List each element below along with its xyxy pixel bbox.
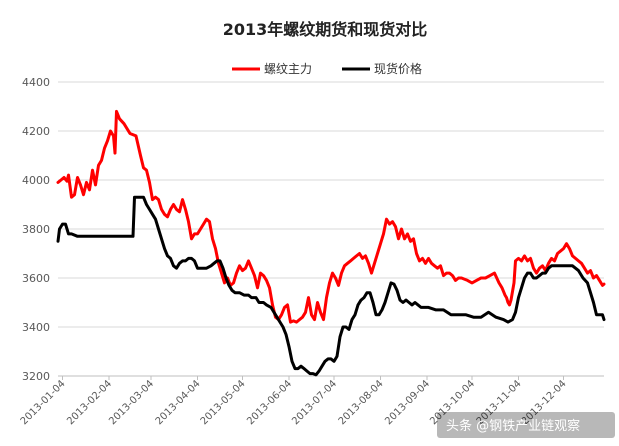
chart-title: 2013年螺纹期货和现货对比 <box>223 20 428 39</box>
y-tick-label: 4000 <box>22 174 50 187</box>
watermark-backdrop <box>437 412 615 438</box>
series-layer <box>56 109 606 377</box>
watermark: 头条 @钢铁产业链观察 <box>437 412 615 438</box>
y-tick-label: 3800 <box>22 223 50 236</box>
legend-label-spot: 现货价格 <box>374 61 422 76</box>
series-line-spot <box>56 195 606 377</box>
legend-label-futures: 螺纹主力 <box>264 62 312 76</box>
y-tick-label: 4200 <box>22 125 50 138</box>
y-tick-label: 3600 <box>22 272 50 285</box>
y-tick-label: 3400 <box>22 321 50 334</box>
watermark-text: 头条 @钢铁产业链观察 <box>446 418 580 434</box>
y-tick-label: 4400 <box>22 76 50 89</box>
series-line-futures <box>56 109 606 324</box>
legend: 螺纹主力 现货价格 <box>232 61 422 76</box>
y-axis: 3200 3400 3600 3800 4000 4200 4400 <box>22 76 50 383</box>
y-tick-label: 3200 <box>22 370 50 383</box>
